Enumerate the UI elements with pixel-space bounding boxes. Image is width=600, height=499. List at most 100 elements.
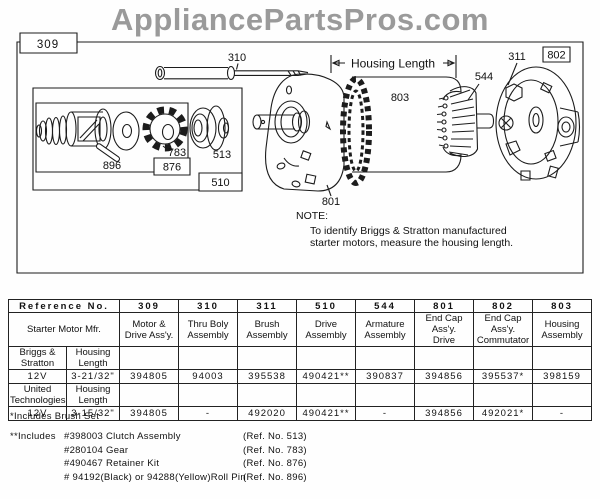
footnote-part: # 94192(Black) or 94288(Yellow)Roll Pin <box>64 471 246 483</box>
footnote-brush-set: *Includes Brush Set <box>10 411 100 422</box>
starter-motor-exploded-diagram: 309 310 <box>0 0 600 296</box>
ref-col-803: 803 <box>532 299 593 313</box>
housing-803-drawing: 803 Housing Length <box>331 55 461 172</box>
value-cell: 395538 <box>237 369 298 384</box>
value-cell <box>414 346 475 370</box>
watermark-text: AppliancePartsPros.com <box>111 2 489 37</box>
value-cell <box>237 346 298 370</box>
value-cell <box>532 383 593 407</box>
table-row-briggs-12v: 12V 3-21/32" 394805 94003 395538 490421*… <box>8 369 593 384</box>
value-cell: 490421** <box>296 369 357 384</box>
note-block: NOTE: To identify Briggs & Stratton manu… <box>296 210 513 249</box>
value-cell: 94003 <box>178 369 239 384</box>
footnote-item: #490467 Retainer Kit (Ref. No. 876) <box>10 458 307 472</box>
value-cell <box>414 383 475 407</box>
footnote-includes-block: **Includes #398003 Clutch Assembly (Ref.… <box>10 431 307 486</box>
ref-896-label: 896 <box>103 160 121 172</box>
footnote-includes-label: **Includes <box>10 431 56 442</box>
gear-783-drawing: 783 <box>146 110 186 159</box>
note-line-1: To identify Briggs & Stratton manufactur… <box>310 225 507 237</box>
footnotes-section: *Includes Brush Set **Includes #398003 C… <box>10 411 307 486</box>
ref-col-544: 544 <box>355 299 416 313</box>
reference-no-header: Reference No. <box>7 299 121 313</box>
value-cell <box>355 383 416 407</box>
ref-col-311: 311 <box>237 299 298 313</box>
value-cell <box>119 346 180 370</box>
value-cell <box>296 383 357 407</box>
value-cell: 492021* <box>473 406 534 421</box>
value-cell <box>178 383 239 407</box>
washer-drawing <box>113 112 139 150</box>
spec-cell: 3-15/32" <box>65 406 121 421</box>
footnote-item: # 94192(Black) or 94288(Yellow)Roll Pin … <box>10 471 307 486</box>
value-cell <box>119 383 180 407</box>
spec-cell: Housing Length <box>65 383 121 407</box>
part-name-cell: End Cap Ass'y. Drive <box>414 312 475 347</box>
end-cap-drive-801-drawing: 801 <box>253 74 344 208</box>
part-name-cell: Drive Assembly <box>296 312 357 347</box>
ref-col-309: 309 <box>119 299 180 313</box>
ref-311-label: 311 <box>508 51 526 63</box>
starter-motor-mfr-header: Starter Motor Mfr. <box>7 312 121 347</box>
value-cell: - <box>355 406 416 421</box>
thru-bolt-310-drawing: 310 <box>156 52 309 80</box>
value-cell: 490421** <box>296 406 357 421</box>
part-name-cell: Armature Assembly <box>355 312 416 347</box>
footnote-ref: (Ref. No. 876) <box>243 458 307 469</box>
clutch-spring-drawing <box>37 109 112 149</box>
value-cell <box>473 346 534 370</box>
footnote-item: #280104 Gear (Ref. No. 783) <box>10 445 307 459</box>
ref-513-label: 513 <box>213 149 231 161</box>
table-row-united-12v: 12V 3-15/32" 394805 - 492020 490421** - … <box>8 406 593 421</box>
roll-pin-896-drawing: 896 <box>95 143 121 172</box>
ref-803-label: 803 <box>391 92 409 104</box>
value-cell: 398159 <box>532 369 593 384</box>
part-name-cell: End Cap Ass'y. Commutator <box>473 312 534 347</box>
drive-group-inner-box <box>36 103 188 172</box>
value-cell: 394856 <box>414 406 475 421</box>
footnote-ref: (Ref. No. 896) <box>243 471 307 483</box>
value-cell <box>355 346 416 370</box>
part-name-cell: Thru Boly Assembly <box>178 312 239 347</box>
footnote-ref: (Ref. No. 513) <box>243 431 307 442</box>
table-row-reference-numbers: Reference No. 309 310 311 510 544 801 80… <box>7 299 593 313</box>
ref-801-label: 801 <box>322 196 340 208</box>
diagram-frame <box>17 42 583 273</box>
value-cell <box>296 346 357 370</box>
pinion-513-drawing: 513 <box>190 106 231 161</box>
value-cell <box>532 346 593 370</box>
part-name-cell: Housing Assembly <box>532 312 593 347</box>
spec-cell: 3-21/32" <box>65 369 121 384</box>
value-cell <box>237 383 298 407</box>
footnote-item: #398003 Clutch Assembly (Ref. No. 513) <box>10 431 307 445</box>
ref-510-label: 510 <box>211 177 229 189</box>
ref-col-801: 801 <box>414 299 475 313</box>
ref-544-label: 544 <box>475 71 493 83</box>
parts-reference-table: Reference No. 309 310 311 510 544 801 80… <box>7 299 593 421</box>
table-row-briggs-stratton: Briggs & Stratton Housing Length <box>8 346 593 370</box>
mfr-cell: 12V <box>8 369 67 384</box>
mfr-cell: Briggs & Stratton <box>8 346 67 370</box>
end-cap-commutator-drawing: 311 802 <box>496 47 580 180</box>
part-name-cell: Motor & Drive Ass'y. <box>119 312 180 347</box>
note-title: NOTE: <box>296 210 328 222</box>
spec-cell: Housing Length <box>65 346 121 370</box>
table-row-united-technologies: United Technologies Housing Length <box>8 383 593 407</box>
part-name-cell: Brush Assembly <box>237 312 298 347</box>
ref-876-callout: 876 <box>154 158 190 175</box>
ref-col-802: 802 <box>473 299 534 313</box>
value-cell: 390837 <box>355 369 416 384</box>
footnote-part: #398003 Clutch Assembly <box>64 431 181 442</box>
ref-309-callout: 309 <box>20 33 77 53</box>
value-cell: 394856 <box>414 369 475 384</box>
ref-col-510: 510 <box>296 299 357 313</box>
note-line-2: starter motors, measure the housing leng… <box>310 237 513 249</box>
ref-510-callout: 510 <box>199 173 242 191</box>
ref-309-label: 309 <box>37 39 59 51</box>
table-row-part-names: Starter Motor Mfr. Motor & Drive Ass'y. T… <box>7 312 593 347</box>
clutch-gear-stack-drawing <box>343 79 369 183</box>
value-cell: 395537* <box>473 369 534 384</box>
drive-group-outer-box <box>33 88 242 190</box>
ref-802-label: 802 <box>547 50 565 62</box>
mfr-cell: United Technologies <box>8 383 67 407</box>
